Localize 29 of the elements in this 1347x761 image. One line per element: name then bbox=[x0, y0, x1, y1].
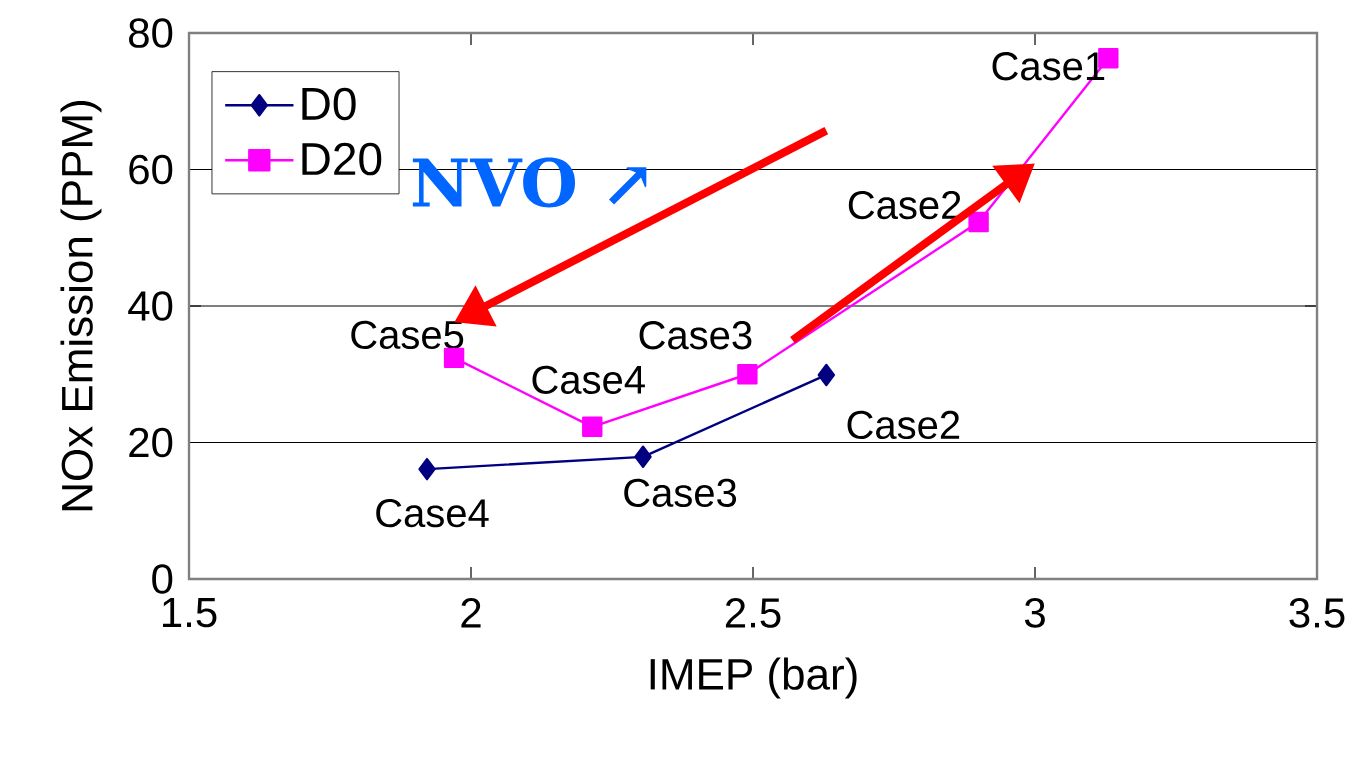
point bbox=[634, 445, 652, 469]
annotation: Case3 bbox=[624, 478, 737, 507]
point bbox=[968, 211, 989, 233]
x-tick-label: 3 bbox=[1024, 598, 1045, 628]
annotation: Case2 bbox=[847, 410, 960, 440]
y-tick-label: 40 bbox=[128, 291, 173, 321]
y-tick-label: 20 bbox=[129, 427, 173, 458]
x-axis-title: IMEP (bar) bbox=[650, 657, 857, 699]
point bbox=[737, 364, 758, 385]
annotation: Case2 bbox=[848, 190, 961, 220]
y-tick-label: 60 bbox=[129, 154, 173, 185]
annotation: NVO ↗ bbox=[412, 157, 647, 208]
x-tick-label: 3.5 bbox=[1289, 598, 1345, 628]
point bbox=[582, 416, 603, 438]
annotation: Case5 bbox=[351, 320, 464, 350]
x-tick-label: 2 bbox=[461, 598, 481, 628]
x-tick-label: 2.5 bbox=[725, 598, 781, 628]
y-axis-title: NOx Emission (PPM) bbox=[60, 101, 102, 511]
annotation: Case3 bbox=[639, 321, 752, 350]
point bbox=[817, 363, 836, 387]
annotation: Case4 bbox=[532, 365, 645, 394]
point bbox=[418, 457, 436, 481]
point bbox=[443, 347, 465, 369]
y-tick-label: 80 bbox=[129, 18, 173, 48]
x-tick-label: 1.5 bbox=[163, 598, 217, 628]
y-tick-label: 0 bbox=[152, 564, 173, 594]
annotation: Case4 bbox=[376, 498, 489, 528]
legend-label: D0 bbox=[302, 87, 356, 121]
legend-label: D20 bbox=[302, 142, 382, 176]
